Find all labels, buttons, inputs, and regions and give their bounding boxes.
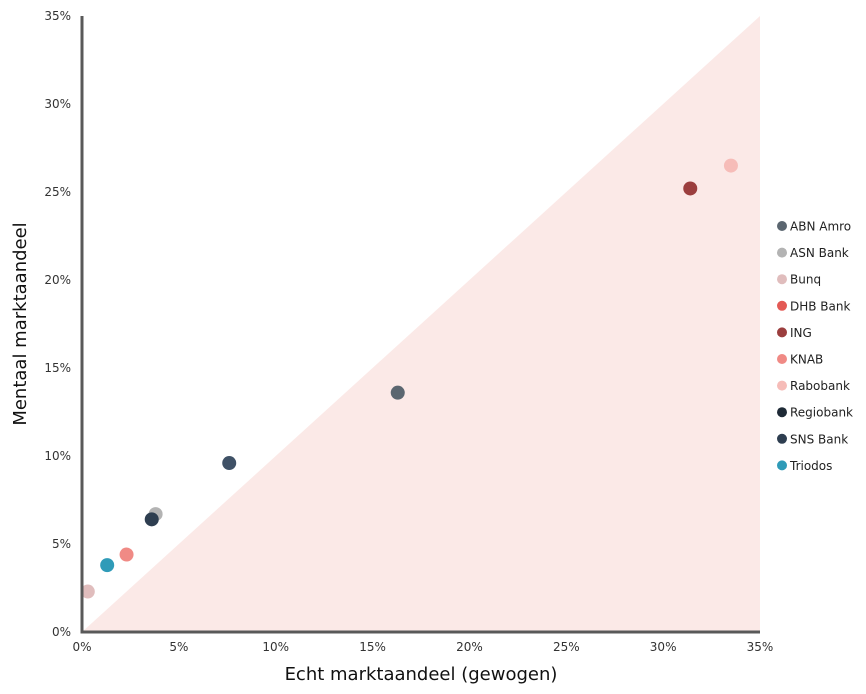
legend-label: Triodos [789,459,832,473]
x-tick-label: 20% [456,640,483,654]
data-point [119,547,134,562]
legend-marker [777,354,787,364]
legend-label: Regiobank [790,406,853,420]
legend-marker [777,247,787,258]
x-tick-label: 10% [262,640,289,654]
legend-label: ABN Amro [790,220,851,234]
y-tick-label: 30% [44,97,71,111]
legend-marker [777,274,787,285]
legend-label: Rabobank [790,379,850,393]
legend: ABN Amro ASN Bank Bunq DHB Bank ING KNAB Rabob… [777,220,853,473]
legend-label: SNS Bank [790,432,848,446]
legend-label: ING [790,326,812,340]
y-tick-label: 15% [44,361,71,375]
legend-marker [777,380,787,391]
y-tick-label: 35% [44,9,71,23]
y-axis-title: Mentaal marktaandeel [10,222,31,425]
y-tick-label: 0% [52,625,71,639]
legend-marker [777,327,787,338]
x-axis-title: Echt marktaandeel (gewogen) [285,664,558,685]
y-tick-label: 10% [44,449,71,463]
legend-marker [777,433,787,444]
y-tick-labels: 0% 5% 10% 15% 20% 25% 30% 35% [44,9,71,639]
legend-marker [777,300,787,311]
x-tick-label: 0% [72,640,91,654]
y-tick-label: 20% [44,273,71,287]
x-tick-label: 30% [650,640,677,654]
x-tick-label: 35% [747,640,774,654]
legend-label: ASN Bank [790,246,849,260]
data-point [144,512,159,527]
legend-marker [777,221,787,231]
data-point [683,181,698,196]
diagonal-shaded-region [82,16,760,632]
legend-label: Bunq [790,273,821,287]
x-tick-labels: 0% 5% 10% 15% 20% 25% 30% 35% [72,640,773,654]
data-point [723,158,738,173]
y-tick-label: 5% [52,537,71,551]
legend-marker [777,407,787,418]
data-points [80,158,738,599]
x-tick-label: 15% [359,640,386,654]
legend-label: DHB Bank [790,299,851,313]
y-tick-label: 25% [44,185,71,199]
x-tick-label: 5% [169,640,188,654]
data-point [390,385,405,400]
data-point [100,558,115,573]
legend-marker [777,460,787,471]
legend-label: KNAB [790,353,823,367]
data-point [80,584,95,599]
x-tick-label: 25% [553,640,580,654]
data-point [222,456,237,471]
